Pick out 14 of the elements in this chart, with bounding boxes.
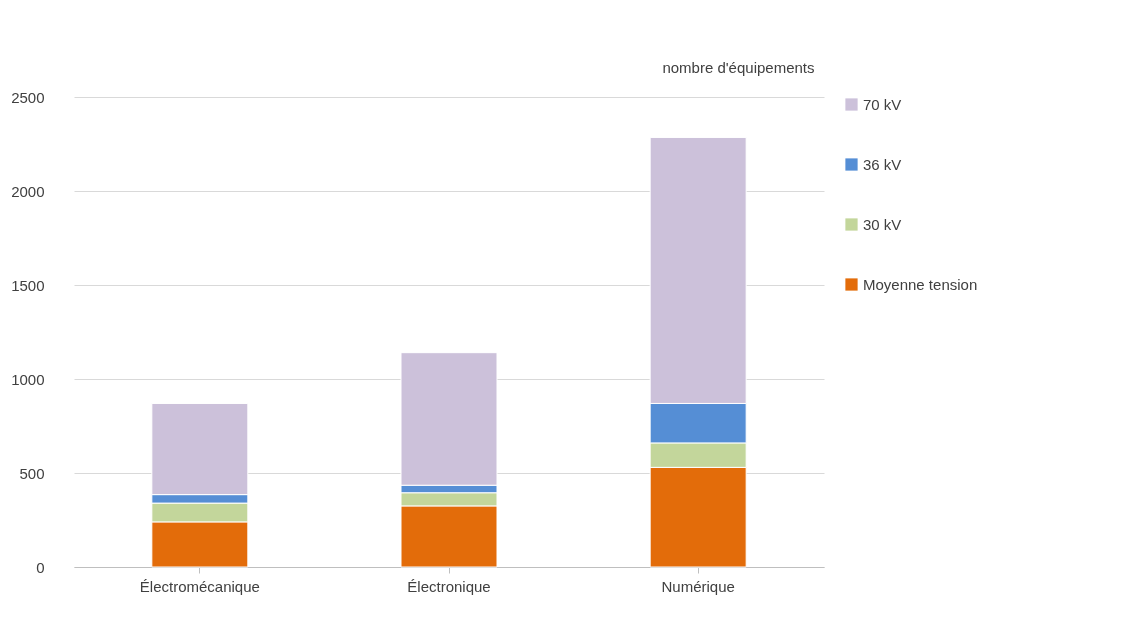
y-tick-label: 1500 — [11, 276, 45, 294]
x-tick-label: Électromécanique — [139, 577, 260, 595]
legend-label: 70 kV — [863, 95, 902, 113]
legend-label: Moyenne tension — [863, 275, 978, 293]
y-tick-label: 500 — [19, 464, 45, 482]
y-tick-label: 1000 — [11, 370, 45, 388]
x-tick-label: Électronique — [407, 577, 491, 595]
y-tick-label: 2000 — [11, 182, 45, 200]
x-tick-label: Numérique — [661, 577, 735, 595]
y-tick-label: 0 — [36, 558, 45, 576]
legend-label: 30 kV — [863, 215, 902, 233]
legend-label: 36 kV — [863, 155, 902, 173]
y-axis-title: nombre d'équipements — [662, 58, 815, 76]
y-tick-label: 2500 — [11, 88, 45, 106]
